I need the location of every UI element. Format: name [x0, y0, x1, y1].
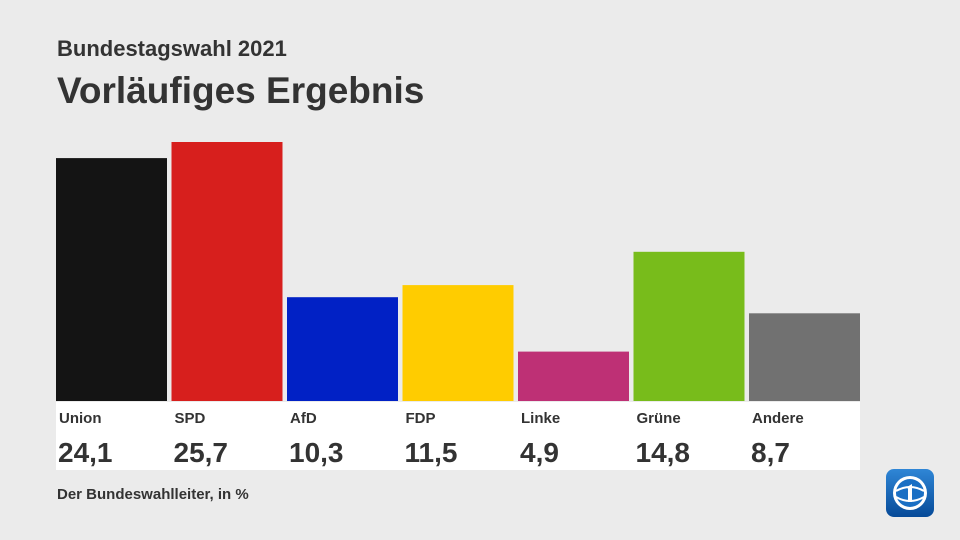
bar-fdp [402, 285, 514, 401]
value-label-gr-ne: 14,8 [636, 437, 691, 468]
value-label-andere: 8,7 [751, 437, 790, 468]
bar-union [56, 158, 167, 401]
category-label-union: Union [59, 410, 102, 427]
value-label-linke: 4,9 [520, 437, 559, 468]
category-label-linke: Linke [521, 410, 560, 427]
value-label-afd: 10,3 [289, 437, 344, 468]
labels-group: Union 24,1 SPD 25,7 AfD 10,3 FDP 11,5 Linke 4,9 Gr… [58, 410, 804, 468]
category-label-gr-ne: Grüne [637, 410, 681, 427]
category-label-afd: AfD [290, 410, 317, 427]
bars-group [56, 142, 860, 401]
bar-gr-ne [633, 251, 745, 401]
value-label-union: 24,1 [58, 437, 113, 468]
category-label-andere: Andere [752, 410, 804, 427]
bar-linke [518, 351, 629, 401]
source-note: Der Bundeswahlleiter, in % [57, 486, 249, 503]
ard-tagesschau-logo-icon [886, 469, 934, 517]
bar-andere [749, 313, 860, 401]
bar-afd [287, 297, 398, 401]
label-panel [56, 402, 860, 470]
chart-subtitle: Bundestagswahl 2021 [57, 36, 287, 61]
bar-spd [171, 142, 283, 401]
value-label-fdp: 11,5 [405, 437, 458, 468]
value-label-spd: 25,7 [174, 437, 229, 468]
category-label-fdp: FDP [406, 410, 436, 427]
category-label-spd: SPD [175, 410, 206, 427]
chart-title: Vorläufiges Ergebnis [57, 70, 425, 111]
